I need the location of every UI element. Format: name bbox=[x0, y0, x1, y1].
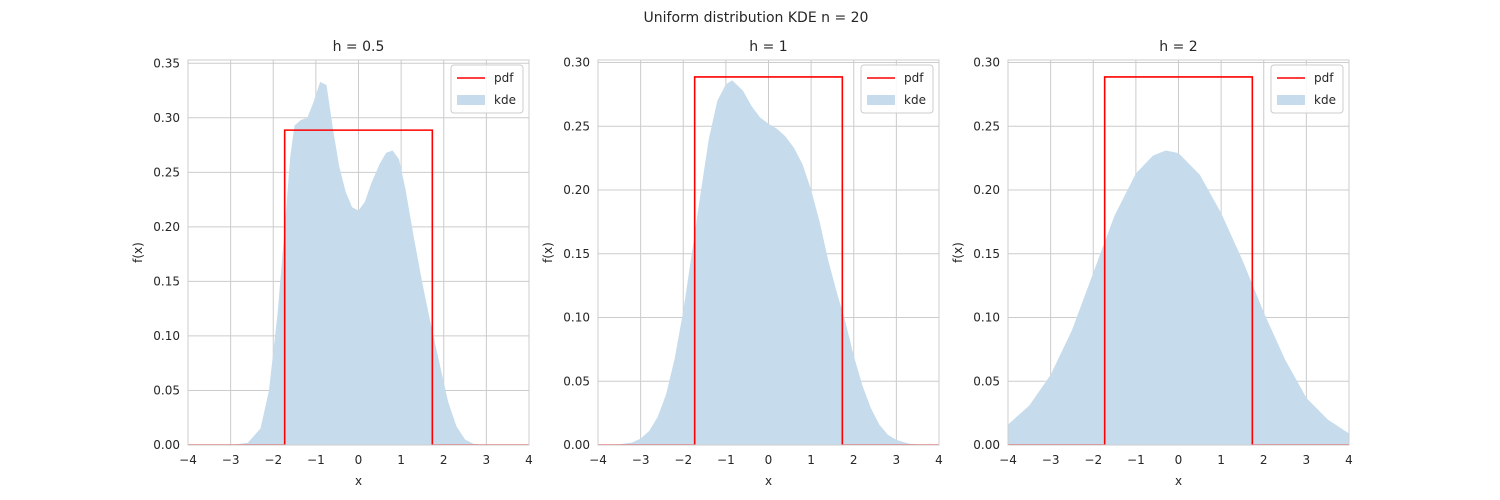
x-tick-label: 2 bbox=[850, 453, 858, 467]
pdf-line bbox=[188, 129, 529, 445]
y-tick-label: 0.25 bbox=[153, 165, 180, 179]
x-tick-label: −1 bbox=[1127, 453, 1145, 467]
legend-kde-label: kde bbox=[904, 93, 926, 107]
y-tick-label: 0.20 bbox=[563, 183, 590, 197]
x-tick-label: 3 bbox=[893, 453, 901, 467]
axes-frame bbox=[1007, 59, 1350, 446]
y-tick-label: 0.30 bbox=[973, 56, 1000, 70]
x-tick-label: −1 bbox=[717, 453, 735, 467]
x-tick-label: −3 bbox=[222, 453, 240, 467]
y-tick-label: 0.20 bbox=[153, 220, 180, 234]
kde-area bbox=[598, 80, 939, 445]
y-tick-label: 0.00 bbox=[563, 438, 590, 452]
x-tick-label: 0 bbox=[355, 453, 363, 467]
legend-kde-swatch bbox=[867, 95, 895, 105]
legend-pdf-label: pdf bbox=[1314, 71, 1334, 85]
x-tick-label: 2 bbox=[1260, 453, 1268, 467]
subplot-2: −4 −3 −2 −1 0 1 2 3 4 0.00 0.05 0.10 0.15 0.20 0.25 0.3… bbox=[541, 39, 943, 488]
y-tick-label: 0.15 bbox=[563, 247, 590, 261]
x-tick-label: −4 bbox=[999, 453, 1017, 467]
axes-frame bbox=[597, 59, 940, 446]
kde-area bbox=[1008, 150, 1349, 445]
legend: pdf kde bbox=[1270, 64, 1344, 114]
subplot-title: h = 0.5 bbox=[333, 39, 385, 55]
y-axis-label: f(x) bbox=[541, 242, 555, 263]
y-tick-label: 0.15 bbox=[973, 247, 1000, 261]
plot-area bbox=[1008, 76, 1349, 445]
y-tick-label: 0.20 bbox=[973, 183, 1000, 197]
y-tick-label: 0.25 bbox=[973, 119, 1000, 133]
y-tick-label: 0.35 bbox=[153, 56, 180, 70]
y-tick-label: 0.05 bbox=[563, 374, 590, 388]
subplot-1: −4 −3 −2 −1 0 1 2 3 4 0.00 0.05 0.10 0.15 0.20 0.25 0.3… bbox=[131, 39, 533, 488]
y-tick-label: 0.00 bbox=[153, 438, 180, 452]
legend-kde-swatch bbox=[457, 95, 485, 105]
legend-kde-swatch bbox=[1277, 95, 1305, 105]
legend-kde-label: kde bbox=[494, 93, 516, 107]
x-axis-label: x bbox=[355, 474, 362, 488]
y-tick-label: 0.10 bbox=[973, 311, 1000, 325]
x-tick-label: 4 bbox=[525, 453, 533, 467]
subplot-3: −4 −3 −2 −1 0 1 2 3 4 0.00 0.05 0.10 0.15 0.20 0.25 0.3… bbox=[951, 39, 1353, 488]
legend-kde-label: kde bbox=[1314, 93, 1336, 107]
plot-area bbox=[598, 76, 939, 445]
subplot-title: h = 2 bbox=[1159, 39, 1197, 55]
x-tick-label: −2 bbox=[1084, 453, 1102, 467]
y-axis-label: f(x) bbox=[951, 242, 965, 263]
x-tick-label: 3 bbox=[1303, 453, 1311, 467]
figure-title: Uniform distribution KDE n = 20 bbox=[644, 10, 869, 26]
x-tick-label: 1 bbox=[1217, 453, 1225, 467]
x-tick-label: 4 bbox=[1345, 453, 1353, 467]
x-tick-label: 1 bbox=[397, 453, 405, 467]
y-tick-label: 0.30 bbox=[153, 111, 180, 125]
pdf-line bbox=[598, 76, 939, 445]
x-tick-label: −4 bbox=[589, 453, 607, 467]
kde-area bbox=[188, 81, 529, 445]
x-tick-label: −4 bbox=[179, 453, 197, 467]
legend-pdf-label: pdf bbox=[494, 71, 514, 85]
subplot-title: h = 1 bbox=[749, 39, 787, 55]
x-tick-label: 1 bbox=[807, 453, 815, 467]
y-tick-label: 0.10 bbox=[153, 329, 180, 343]
axes-frame bbox=[187, 59, 530, 446]
x-tick-label: 0 bbox=[1175, 453, 1183, 467]
y-tick-label: 0.10 bbox=[563, 311, 590, 325]
legend: pdf kde bbox=[450, 64, 524, 114]
x-tick-label: −3 bbox=[632, 453, 650, 467]
x-tick-label: −2 bbox=[264, 453, 282, 467]
x-tick-label: −2 bbox=[674, 453, 692, 467]
x-axis-label: x bbox=[765, 474, 772, 488]
x-tick-label: 2 bbox=[440, 453, 448, 467]
y-tick-label: 0.25 bbox=[563, 119, 590, 133]
x-tick-label: −1 bbox=[307, 453, 325, 467]
y-tick-label: 0.05 bbox=[973, 374, 1000, 388]
pdf-line bbox=[1008, 76, 1349, 445]
x-axis-label: x bbox=[1175, 474, 1182, 488]
y-tick-label: 0.15 bbox=[153, 274, 180, 288]
y-tick-label: 0.05 bbox=[153, 383, 180, 397]
y-tick-label: 0.00 bbox=[973, 438, 1000, 452]
legend: pdf kde bbox=[860, 64, 934, 114]
plot-area bbox=[188, 81, 529, 445]
legend-pdf-label: pdf bbox=[904, 71, 924, 85]
x-tick-label: −3 bbox=[1042, 453, 1060, 467]
subplots: −4 −3 −2 −1 0 1 2 3 4 0.00 0.05 0.10 0.15 0.20 0.25 0.3… bbox=[131, 39, 1353, 488]
x-tick-label: 4 bbox=[935, 453, 943, 467]
y-axis-label: f(x) bbox=[131, 242, 145, 263]
y-tick-label: 0.30 bbox=[563, 56, 590, 70]
x-tick-label: 3 bbox=[483, 453, 491, 467]
x-tick-label: 0 bbox=[765, 453, 773, 467]
